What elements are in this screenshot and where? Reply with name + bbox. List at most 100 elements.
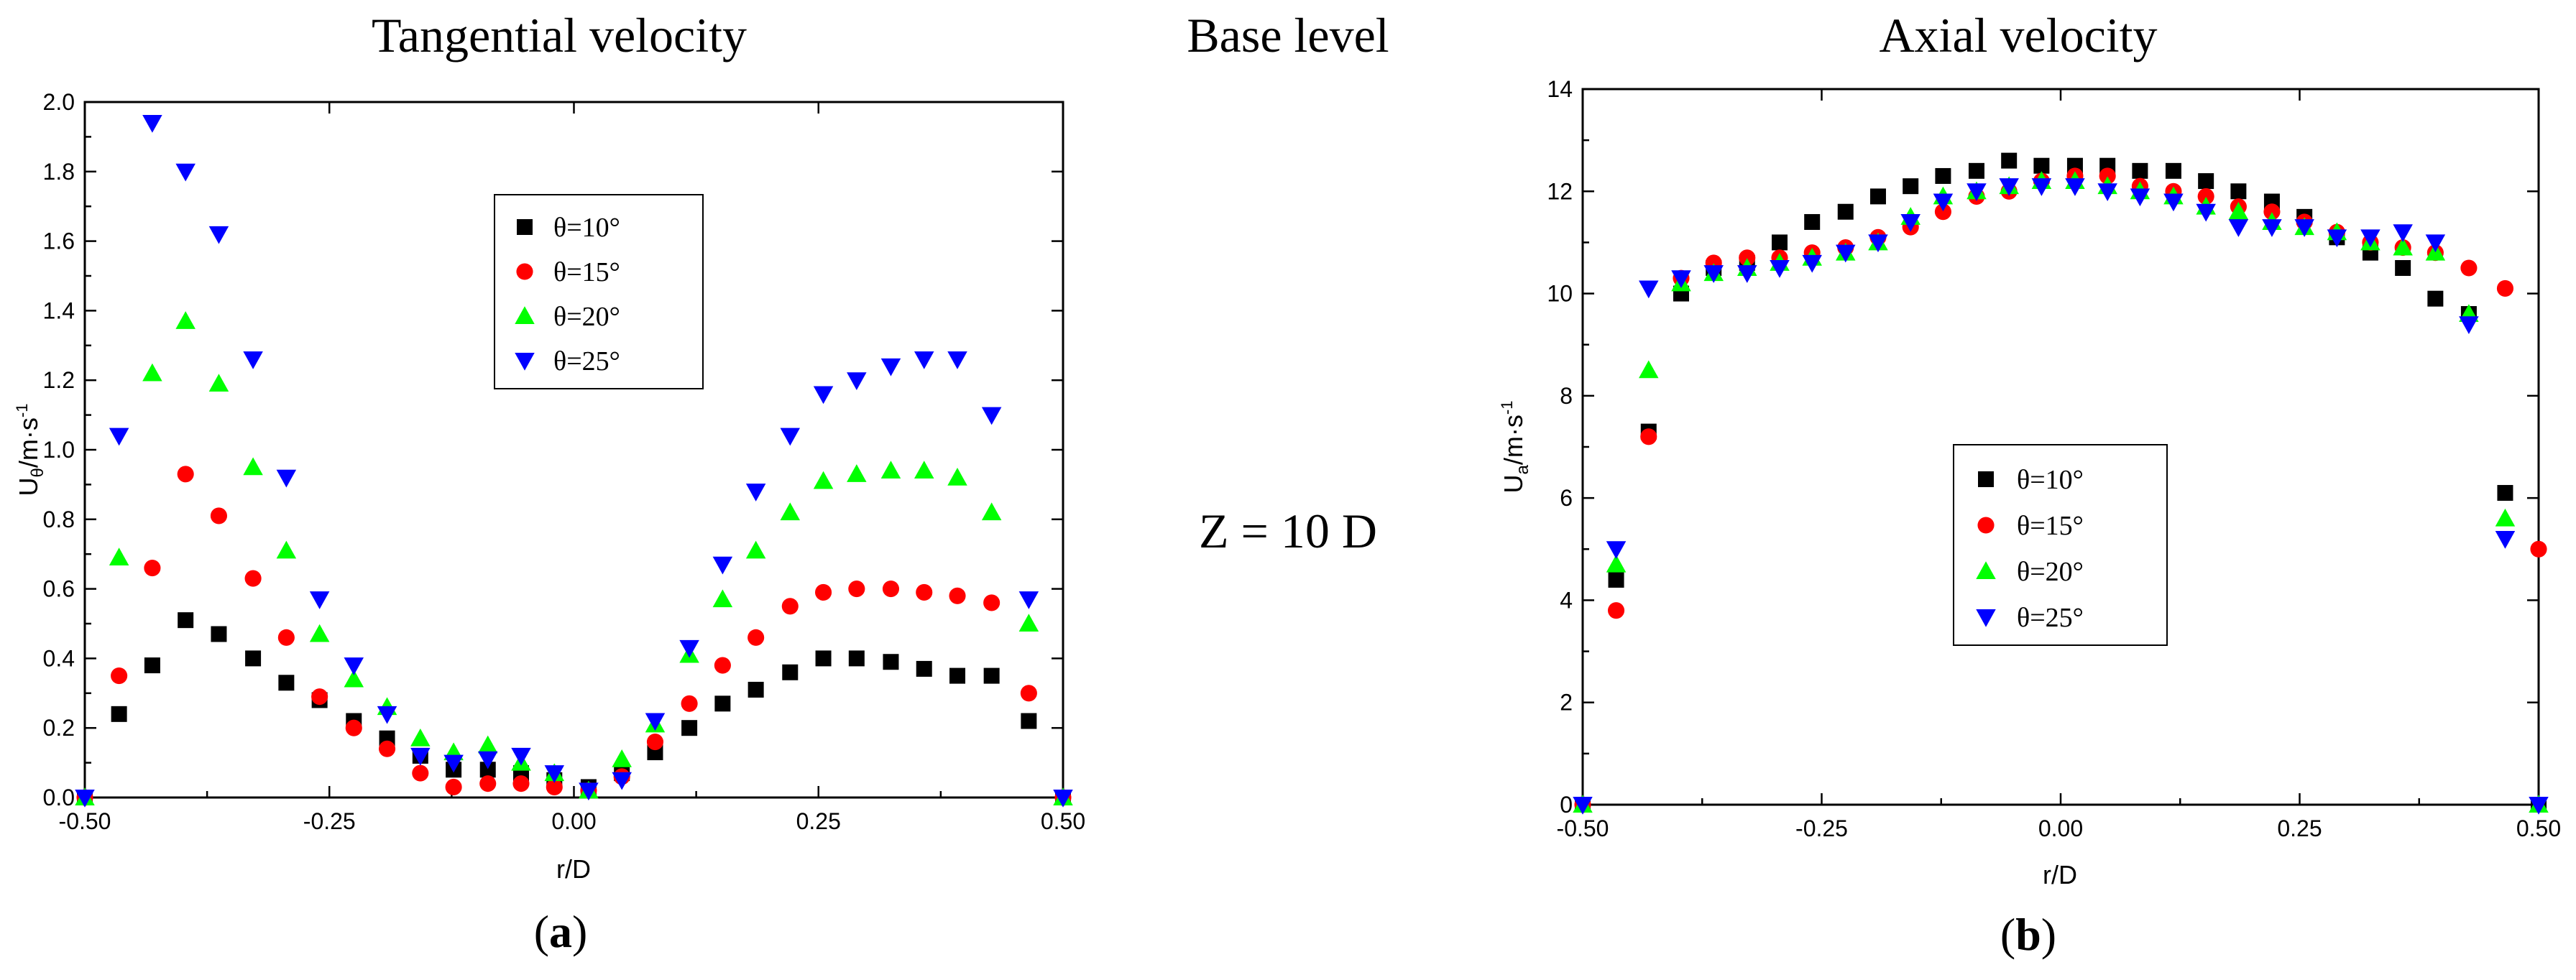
panel-label: (a) [534,906,588,957]
x-tick-label: 0.25 [796,808,841,834]
y-tick-label: 0.8 [43,507,75,532]
legend-label: θ=10° [553,213,620,243]
y-tick-label: 2.0 [43,89,75,115]
data-point [1804,213,1821,230]
data-point [983,594,1000,611]
data-point [2228,219,2249,237]
data-point [178,612,194,629]
data-point [243,351,263,369]
data-point [109,427,129,446]
y-tick-label: 6 [1560,485,1573,511]
y-tick-label: 1.4 [43,297,75,323]
data-point [309,624,330,642]
center-label: Z = 10 D [1199,504,1377,558]
x-axis-label: r/D [2043,860,2077,889]
data-point [947,467,967,486]
x-axis-label: r/D [556,854,591,884]
data-point [2425,234,2446,253]
data-point [412,764,429,782]
data-point [2196,203,2216,222]
data-point [1869,188,1886,205]
data-point [1999,178,2019,196]
data-point [2099,167,2116,185]
data-point [144,560,161,577]
data-point [748,681,764,698]
data-point [1606,554,1627,573]
data-point [815,583,832,601]
legend-marker [516,263,533,280]
data-point [1018,614,1039,632]
data-point [847,464,867,482]
panel-label: (b) [2000,909,2056,960]
y-axis-label-text: Ua/m·s-1 [1498,401,1532,494]
data-point [344,669,364,688]
y-tick-label: 0 [1560,792,1573,818]
legend-label: θ=15° [2017,511,2084,541]
data-point [278,675,295,691]
data-point [883,654,899,670]
data-point [780,427,801,446]
data-point [916,660,932,677]
legend-marker [1976,561,1996,579]
data-point [2163,193,2184,212]
data-point [479,762,496,778]
y-tick-label: 1.8 [43,159,75,185]
data-point [949,587,966,604]
data-point [377,706,397,724]
data-point [782,664,799,680]
data-point [309,591,330,609]
data-point [210,507,228,524]
y-axis-label-text: Uθ/m·s-1 [13,404,47,496]
data-point [2130,188,2150,207]
data-point [142,115,162,133]
x-tick-label: -0.50 [59,808,111,834]
y-axis-label-sup: -1 [13,404,31,418]
data-point [544,765,565,783]
header-right-title: Axial velocity [1879,8,2157,63]
legend-label: θ=20° [2017,557,2084,587]
data-point [2001,152,2018,169]
x-tick-label: 0.50 [1041,808,1085,834]
legend-marker [1977,517,1995,534]
data-point [1900,213,1920,232]
data-point [511,747,531,766]
legend-marker [1976,609,1996,627]
data-point [144,657,160,674]
data-point [1703,265,1724,283]
data-point [882,581,900,598]
data-point [2165,162,2181,179]
data-point [2495,531,2516,549]
data-point [410,728,431,746]
data-point [847,372,867,390]
data-point [781,598,799,615]
data-point [344,657,364,675]
data-point [111,706,127,722]
data-point [175,311,196,329]
y-axis-label-sub: θ [28,468,47,477]
data-point [2393,237,2413,256]
y-tick-label: 1.2 [43,367,75,393]
data-point [714,695,731,712]
data-point [2294,219,2314,237]
data-point [177,466,194,483]
data-point [916,583,933,601]
data-point [311,688,328,706]
data-point [681,720,698,736]
data-point [211,626,227,642]
y-tick-label: 12 [1547,178,1573,204]
data-point [2132,162,2148,179]
data-point [378,740,396,757]
y-axis-label-unit: /m·s [1499,415,1528,465]
x-tick-label: 0.50 [2516,815,2561,841]
data-point [2496,279,2513,297]
data-point [983,667,1000,684]
y-axis-label-sup: -1 [1498,401,1516,415]
data-point [142,363,162,382]
data-point [2263,203,2281,221]
data-point [1802,254,1822,273]
data-point [1671,270,1691,288]
data-point [546,778,563,796]
data-point [1573,797,1593,815]
data-point [111,667,128,685]
